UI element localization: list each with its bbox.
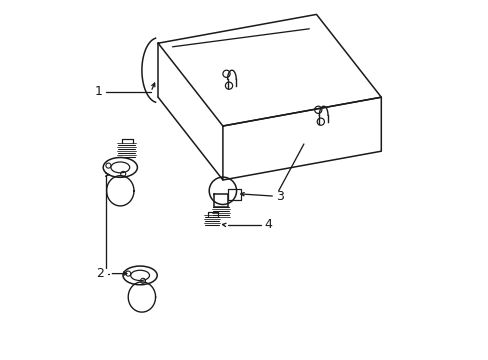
Text: 1: 1 [95,85,102,98]
Text: 3: 3 [276,190,284,203]
Text: 4: 4 [264,219,271,231]
Text: 2: 2 [96,267,104,280]
